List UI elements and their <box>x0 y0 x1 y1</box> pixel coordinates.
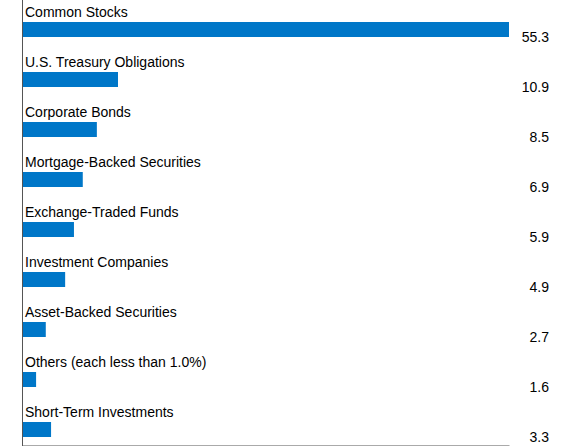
bar <box>22 422 51 437</box>
category-label: Short-Term Investments <box>25 404 174 420</box>
chart: Common Stocks U.S. Treasury Obligations Co… <box>0 0 573 446</box>
data-label: 5.9 <box>530 229 550 245</box>
data-label: 8.5 <box>530 129 550 145</box>
data-label: 2.7 <box>530 329 550 345</box>
category-labels: Common Stocks U.S. Treasury Obligations Co… <box>25 4 206 420</box>
data-label: 10.9 <box>522 79 549 95</box>
category-label: Corporate Bonds <box>25 104 131 120</box>
axis-line <box>22 0 23 446</box>
category-label: Investment Companies <box>25 254 168 270</box>
category-label: U.S. Treasury Obligations <box>25 54 185 70</box>
data-label: 1.6 <box>530 379 550 395</box>
data-label: 3.3 <box>530 429 550 445</box>
category-label: Others (each less than 1.0%) <box>25 354 206 370</box>
bar <box>22 172 83 187</box>
bar <box>22 22 509 37</box>
data-label: 4.9 <box>530 279 550 295</box>
bar <box>22 72 118 87</box>
bar <box>22 322 46 337</box>
bar <box>22 372 36 387</box>
data-labels: 55.3 10.9 8.5 6.9 5.9 4.9 2.7 1.6 3.3 <box>522 29 549 445</box>
category-label: Asset-Backed Securities <box>25 304 177 320</box>
category-label: Exchange-Traded Funds <box>25 204 179 220</box>
bars <box>22 22 509 437</box>
category-label: Common Stocks <box>25 4 128 20</box>
bar <box>22 222 74 237</box>
data-label: 6.9 <box>530 179 550 195</box>
bar <box>22 272 65 287</box>
data-label: 55.3 <box>522 29 549 45</box>
category-label: Mortgage-Backed Securities <box>25 154 201 170</box>
bar <box>22 122 97 137</box>
